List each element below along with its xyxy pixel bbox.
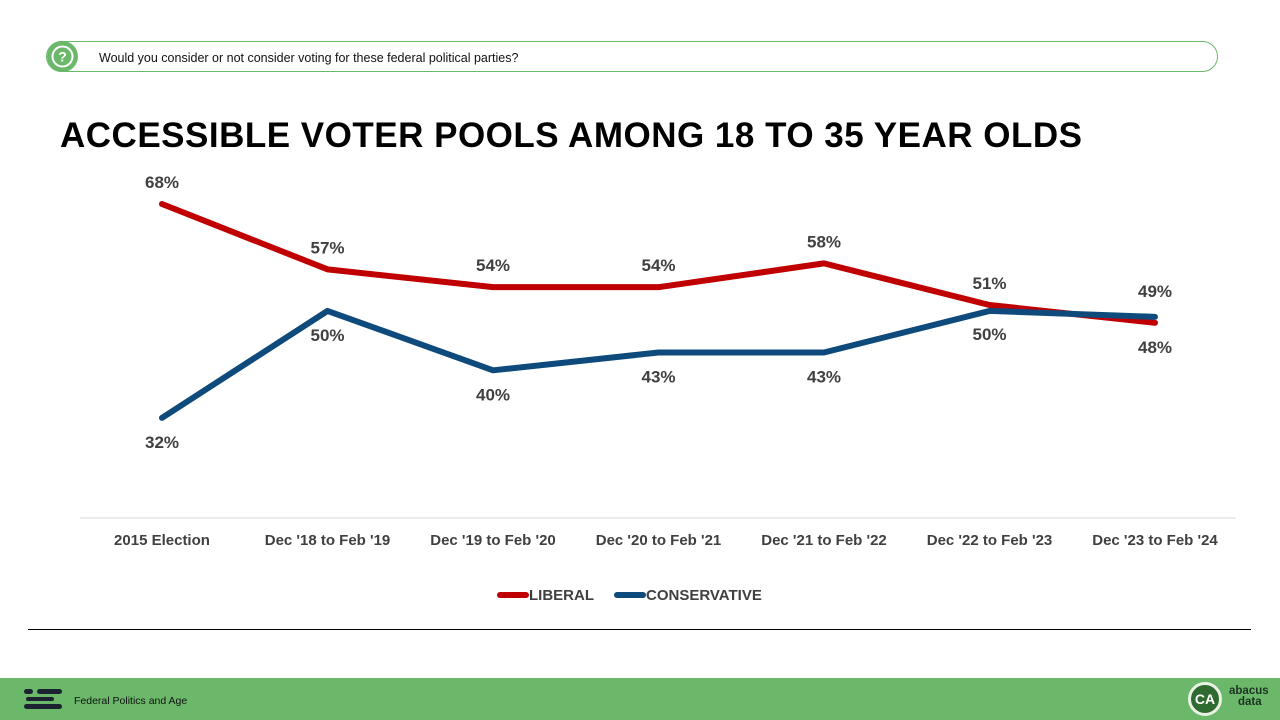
question-bar: ? Would you consider or not consider vot… <box>46 41 1218 72</box>
brand-name-word: data <box>1238 696 1262 708</box>
brand-name: abacus data <box>1229 685 1269 708</box>
svg-text:?: ? <box>58 49 67 65</box>
brand-name-word: abacus <box>1229 685 1269 697</box>
data-label: 43% <box>641 368 675 387</box>
footer-text: Federal Politics and Age <box>74 695 188 707</box>
data-label: 51% <box>972 274 1006 293</box>
x-tick-label: 2015 Election <box>114 532 210 549</box>
data-label: 54% <box>476 256 510 275</box>
x-tick-label: Dec '22 to Feb '23 <box>927 532 1053 549</box>
data-label: 48% <box>1138 338 1172 357</box>
legend-label: CONSERVATIVE <box>646 587 762 604</box>
x-tick-label: Dec '20 to Feb '21 <box>596 532 722 549</box>
data-label: 58% <box>807 232 841 251</box>
footer: Federal Politics and Age CA abacus data <box>0 678 1280 720</box>
data-label: 50% <box>972 325 1006 344</box>
x-tick-label: Dec '21 to Feb '22 <box>761 532 887 549</box>
question-mark-icon: ? <box>47 41 78 72</box>
question-text: Would you consider or not consider votin… <box>99 51 519 65</box>
divider <box>28 629 1251 630</box>
data-label: 49% <box>1138 282 1172 301</box>
x-tick-label: Dec '18 to Feb '19 <box>265 532 391 549</box>
data-label: 50% <box>310 326 344 345</box>
brand-logo-badge: CA <box>1188 682 1222 716</box>
series-line-liberal <box>159 201 1158 326</box>
series-line-conservative <box>159 307 1158 421</box>
data-label: 43% <box>807 368 841 387</box>
page-title: ACCESSIBLE VOTER POOLS AMONG 18 TO 35 YE… <box>60 116 1083 155</box>
menu-lines-icon <box>24 689 62 709</box>
data-label: 40% <box>476 385 510 404</box>
data-label: 32% <box>145 433 179 452</box>
x-tick-label: Dec '23 to Feb '24 <box>1092 532 1218 549</box>
x-tick-label: Dec '19 to Feb '20 <box>430 532 556 549</box>
data-label: 57% <box>310 238 344 257</box>
line-chart: 2015 Election Dec '18 to Feb '19 Dec '19 t… <box>80 173 1236 604</box>
data-label: 68% <box>145 173 179 192</box>
data-label: 54% <box>641 256 675 275</box>
legend-label: LIBERAL <box>529 587 594 604</box>
